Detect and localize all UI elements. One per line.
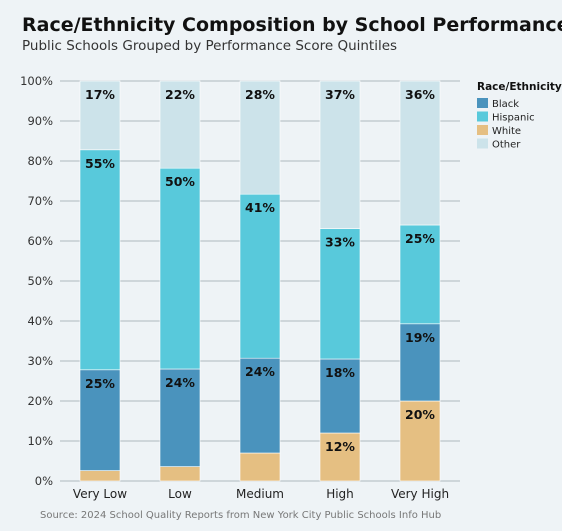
legend-label-other: Other [492, 140, 521, 151]
bar-black-high [319, 358, 361, 434]
bar-black-very-high [399, 323, 441, 402]
data-label: 19% [405, 330, 435, 345]
bar-other-high [319, 80, 361, 229]
legend-title: Race/Ethnicity [477, 81, 562, 93]
bar-white-high [319, 432, 361, 482]
x-tick-label: Low [168, 487, 192, 501]
bar-white-medium [239, 452, 281, 482]
chart-source: Source: 2024 School Quality Reports from… [40, 510, 442, 521]
bar-hispanic-very-low [79, 149, 121, 371]
bar-hispanic-very-high [399, 224, 441, 325]
bar-white-very-high [399, 400, 441, 482]
bar-white-low [159, 466, 201, 482]
y-tick-label: 20% [27, 394, 53, 408]
data-label: 24% [245, 364, 275, 379]
y-tick-label: 10% [27, 434, 53, 448]
data-label: 22% [165, 87, 195, 102]
bar-black-very-low [79, 369, 121, 471]
data-label: 33% [325, 235, 355, 250]
x-tick-label: High [326, 487, 354, 501]
legend-swatch-hispanic [477, 111, 488, 122]
legend-label-white: White [492, 126, 521, 137]
data-label: 20% [405, 407, 435, 422]
data-label: 28% [245, 87, 275, 102]
bar-other-very-low [79, 80, 121, 151]
y-tick-label: 50% [27, 274, 53, 288]
y-tick-label: 70% [27, 194, 53, 208]
bar-other-low [159, 80, 201, 169]
x-tick-label: Very Low [73, 487, 127, 501]
y-tick-label: 40% [27, 314, 53, 328]
legend-label-hispanic: Hispanic [492, 113, 535, 124]
y-tick-label: 100% [20, 74, 53, 88]
bar-hispanic-high [319, 228, 361, 360]
bar-hispanic-low [159, 167, 201, 370]
y-tick-label: 0% [35, 474, 53, 488]
y-tick-label: 30% [27, 354, 53, 368]
y-tick-label: 90% [27, 114, 53, 128]
legend-label-black: Black [492, 99, 519, 110]
y-tick-label: 80% [27, 154, 53, 168]
legend-swatch-white [477, 125, 488, 135]
bar-other-very-high [399, 80, 441, 226]
data-label: 18% [325, 365, 355, 380]
data-label: 37% [325, 87, 355, 102]
data-label: 36% [405, 87, 435, 102]
bar-black-low [159, 368, 201, 467]
data-label: 25% [85, 376, 115, 391]
data-label: 25% [405, 231, 435, 246]
data-label: 41% [245, 200, 275, 215]
chart-subtitle: Public Schools Grouped by Performance Sc… [22, 38, 398, 54]
data-label: 17% [85, 87, 115, 102]
bar-hispanic-medium [239, 193, 281, 359]
y-tick-label: 60% [27, 234, 53, 248]
data-label: 55% [85, 156, 115, 171]
data-label: 24% [165, 375, 195, 390]
bar-white-very-low [79, 470, 121, 482]
bar-other-medium [239, 80, 281, 195]
chart-title: Race/Ethnicity Composition by School Per… [22, 14, 562, 36]
data-label: 12% [325, 439, 355, 454]
x-tick-label: Very High [391, 487, 449, 501]
data-label: 50% [165, 174, 195, 189]
bar-black-medium [239, 357, 281, 454]
legend-swatch-other [477, 138, 488, 149]
legend-swatch-black [477, 98, 488, 108]
x-tick-label: Medium [236, 487, 284, 501]
